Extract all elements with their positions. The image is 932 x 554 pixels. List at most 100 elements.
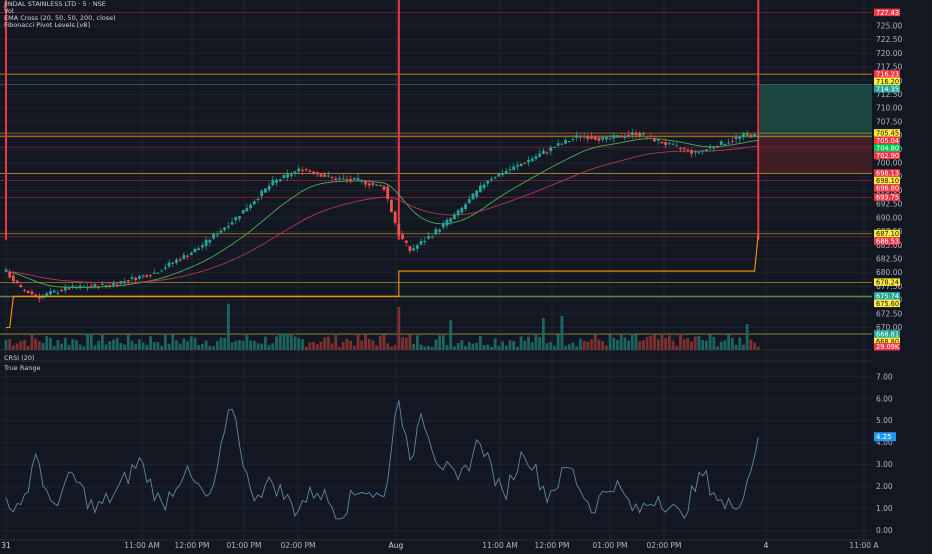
time-tick-label: Aug <box>389 541 404 550</box>
candle-body <box>449 218 453 222</box>
volume-bar <box>334 333 338 350</box>
volume-bar <box>52 345 56 350</box>
candle-body <box>601 136 605 140</box>
candle-body <box>530 158 534 162</box>
volume-bar <box>527 336 530 350</box>
candle-body <box>738 136 742 139</box>
candle-body <box>360 180 364 182</box>
volume-bar <box>37 341 41 350</box>
time-tick-label: 01:00 PM <box>227 541 262 550</box>
volume-bar <box>441 335 445 350</box>
volume-bar <box>60 343 63 350</box>
candle-body <box>664 142 668 145</box>
tr-tick-label: 6.00 <box>876 394 893 403</box>
candle-body <box>571 138 575 140</box>
candle-body <box>653 138 656 142</box>
volume-bar <box>8 339 12 350</box>
candle-body <box>119 281 123 284</box>
fib-legend[interactable]: Fibonacci Pivot Levels [v8] <box>4 21 90 29</box>
candle-body <box>612 135 616 139</box>
pivot-label-badge <box>874 237 900 245</box>
volume-bar <box>375 345 378 350</box>
candles[interactable] <box>4 128 760 303</box>
long-position-box[interactable] <box>760 84 872 174</box>
volume-bar <box>245 335 249 350</box>
pivot-label: 678.24 <box>876 279 899 287</box>
candle-body <box>97 286 101 288</box>
volume-bar <box>638 341 642 350</box>
volume-bar <box>712 336 716 350</box>
volume-bar <box>519 336 523 350</box>
pivot-label-badge <box>874 292 900 300</box>
candle-body <box>642 133 645 135</box>
candle-body <box>175 259 178 263</box>
time-tick-label: 4 <box>764 541 769 550</box>
time-tick-label: 12:00 PM <box>535 541 570 550</box>
candle-body <box>719 141 723 145</box>
volume-bar <box>716 346 719 350</box>
volume-bar <box>323 337 327 350</box>
candle-body <box>238 216 241 219</box>
volume-bar <box>679 333 682 350</box>
candle-body <box>126 279 130 282</box>
volume-bar <box>204 340 208 350</box>
time-axis[interactable]: 31 11:00 AM 12:00 PM 01:00 PM 02:00 PM Aug 11:… <box>1 541 879 550</box>
candle-body <box>12 275 15 282</box>
candle-body <box>497 173 501 177</box>
ema-legend[interactable]: EMA Cross (20, 50, 50, 200, close) <box>4 14 116 22</box>
candle-body <box>756 135 760 137</box>
time-tick-label: 31 <box>1 541 11 550</box>
candle-body <box>75 287 78 289</box>
volume-bar <box>412 343 416 350</box>
volume-bar <box>182 338 186 350</box>
volume-bar <box>501 341 504 350</box>
pivot-label: 668.80 <box>876 338 899 346</box>
candle-body <box>549 147 553 152</box>
true-range-legend[interactable]: True Range <box>4 364 41 372</box>
candle-body <box>501 173 504 175</box>
volume-bar <box>230 342 234 350</box>
volume-bar <box>556 334 560 350</box>
volume-bar <box>438 335 441 350</box>
volume-bar <box>708 334 712 350</box>
volume-bar <box>367 338 371 350</box>
volume-bar <box>590 339 593 350</box>
candle-body <box>638 133 642 136</box>
candle-body <box>71 285 75 288</box>
crsi-legend[interactable]: CRSI (20) <box>4 354 35 362</box>
candle-body <box>623 136 627 138</box>
candle-body <box>504 171 508 174</box>
price-tick-label: 717.50 <box>876 63 902 72</box>
candle-body <box>582 136 586 138</box>
volume-bar <box>301 339 304 350</box>
volume-bar <box>497 345 501 350</box>
candle-body <box>471 193 475 200</box>
candle-body <box>730 140 734 142</box>
volume-bar <box>163 334 167 350</box>
tr-tick-label: 5.00 <box>876 416 893 425</box>
price-tick-label: 707.50 <box>876 117 902 126</box>
volume-bar <box>234 340 238 350</box>
candle-body <box>579 136 582 138</box>
candle-body <box>371 182 375 185</box>
volume-bar <box>349 340 353 350</box>
candle-body <box>23 289 26 291</box>
candle-body <box>15 280 19 284</box>
price-tick-label: 685.00 <box>876 241 902 250</box>
candle-body <box>108 285 112 287</box>
symbol-title: JINDAL STAINLESS LTD · 5 · NSE <box>4 0 106 8</box>
candle-body <box>152 272 156 274</box>
tr-tick-label: 3.00 <box>876 460 893 469</box>
candle-body <box>160 270 164 272</box>
volume-bar <box>415 335 419 350</box>
pivot-label-badge <box>874 176 900 185</box>
candle-body <box>586 137 590 140</box>
volume-bar <box>619 334 623 350</box>
candle-body <box>630 132 634 136</box>
volume-bar <box>249 340 252 350</box>
vol-legend[interactable]: Vol <box>4 7 14 15</box>
candle-body <box>512 166 516 171</box>
volume-bar <box>541 318 545 350</box>
